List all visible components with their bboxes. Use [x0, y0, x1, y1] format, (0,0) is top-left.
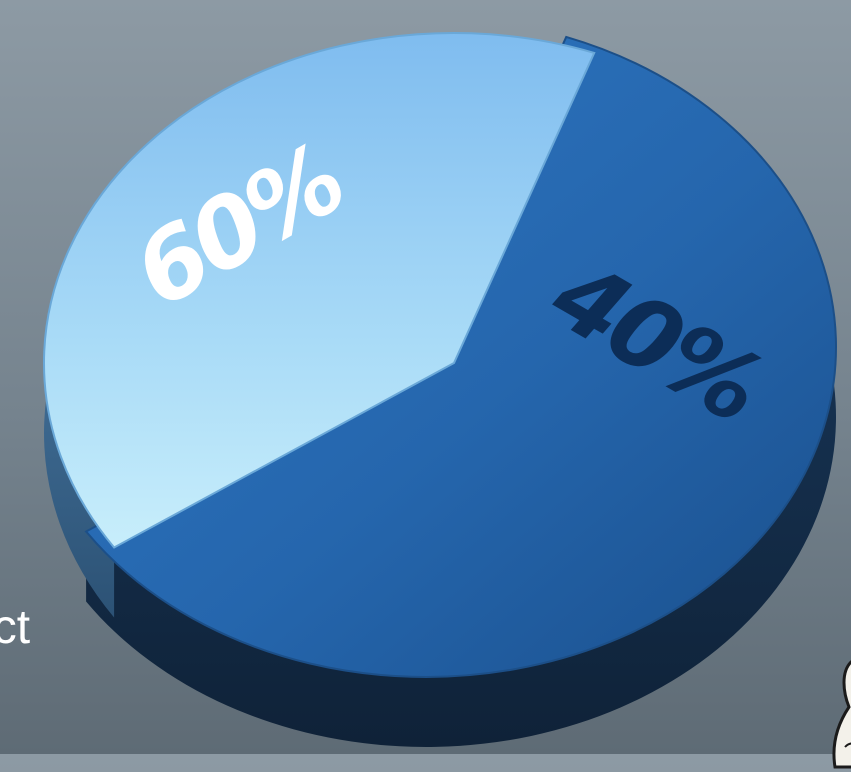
seal-emblem [832, 660, 851, 769]
background-partial-text: ect [0, 601, 31, 654]
pie-slice-60 [84, 35, 837, 678]
pie-chart: 60%40% [43, 32, 837, 747]
pie-slice-40 [43, 32, 596, 549]
